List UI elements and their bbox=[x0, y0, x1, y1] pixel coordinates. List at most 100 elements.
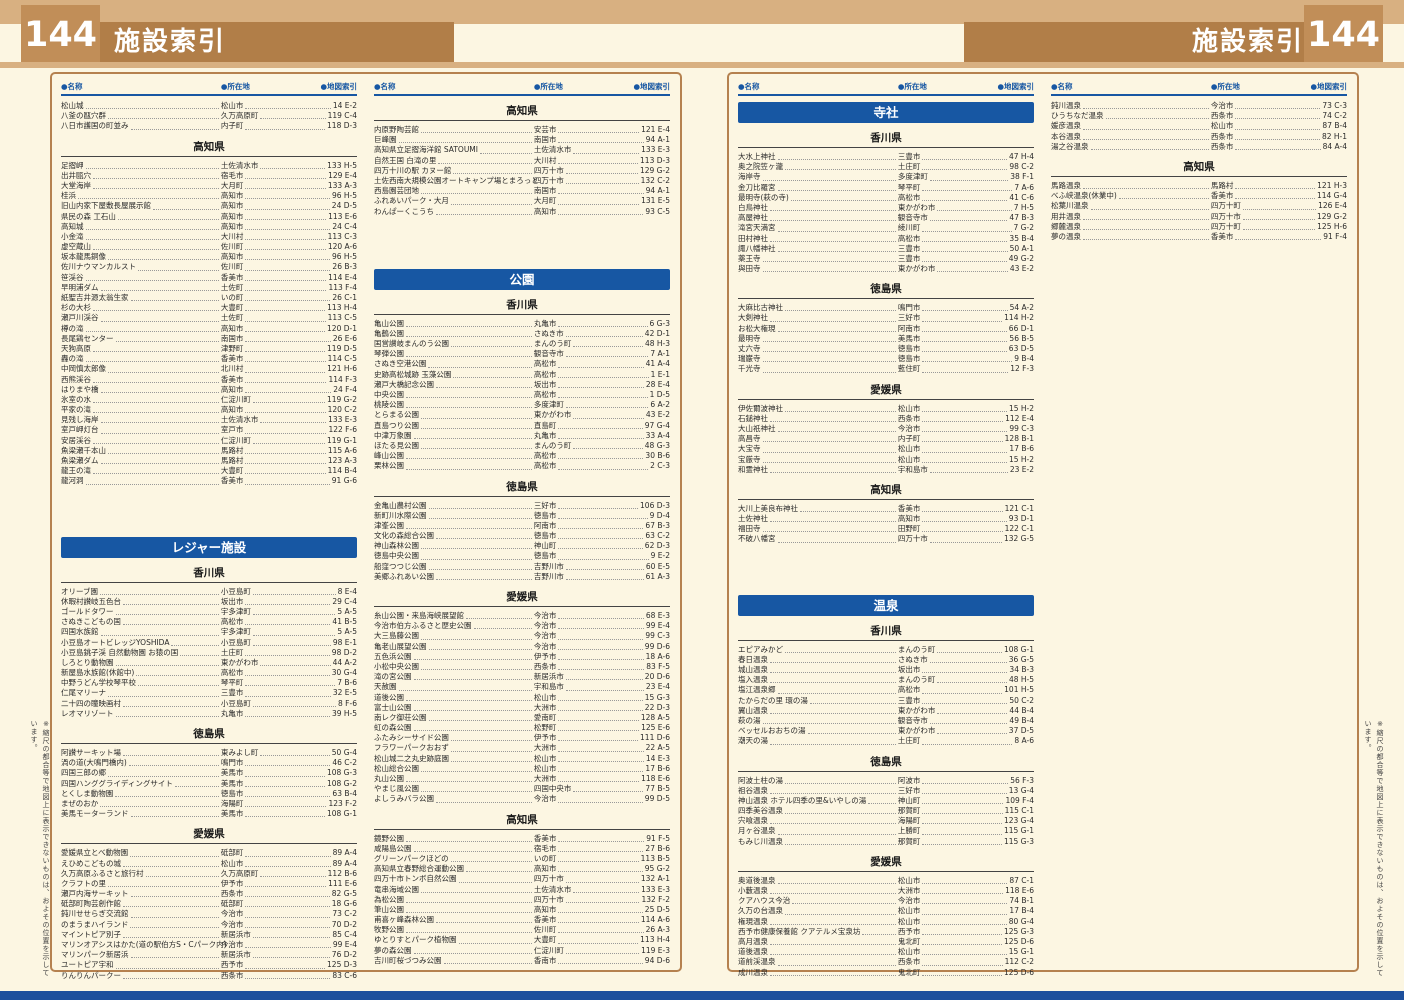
entry-location: 香美市 bbox=[897, 503, 921, 513]
dot-leader bbox=[762, 254, 896, 263]
dot-leader bbox=[100, 587, 219, 595]
dot-leader bbox=[565, 672, 643, 681]
entry-mapref: 50 C-2 bbox=[1009, 695, 1034, 705]
entry-name: 本谷温泉 bbox=[1051, 131, 1081, 141]
entry-name: 小豆島銚子渓 自然動物園 お猿の国 bbox=[61, 647, 179, 657]
dot-leader bbox=[777, 534, 896, 543]
entry-name: 四万十川の駅 カヌー館 bbox=[374, 165, 452, 175]
dot-leader bbox=[929, 172, 1009, 181]
dot-leader bbox=[929, 534, 1002, 543]
prefecture-header: 高知県 bbox=[374, 103, 670, 121]
entry-name: 自然王国 白滝の里 bbox=[374, 155, 437, 165]
dot-leader bbox=[406, 461, 532, 470]
entry-location: 香南市 bbox=[533, 955, 557, 965]
entry-name: 瀬戸大橋記念公園 bbox=[374, 379, 434, 389]
entry-mapref: 123 A-3 bbox=[327, 456, 357, 465]
entry-name: 松山城 bbox=[61, 101, 84, 110]
index-entry-row: 田村神社 高松市 35 B-4 bbox=[738, 234, 1034, 244]
entry-name: 船窪つつじ公園 bbox=[374, 561, 427, 571]
section-gap bbox=[738, 545, 1034, 589]
entry-mapref: 73 C-2 bbox=[332, 909, 357, 919]
dot-leader bbox=[245, 242, 326, 251]
index-entry-row: 笹渓谷 香美市 114 E-4 bbox=[61, 273, 357, 283]
dot-leader bbox=[100, 283, 219, 291]
entry-mapref: 84 A-4 bbox=[1322, 141, 1347, 151]
entry-mapref: 114 A-6 bbox=[640, 915, 670, 925]
index-entry-row: ゆとりすとパーク植物園 大豊町 113 H-4 bbox=[374, 935, 670, 945]
entry-mapref: 62 D-3 bbox=[644, 541, 670, 551]
dot-leader bbox=[565, 895, 640, 903]
entry-name: 竜串海域公園 bbox=[374, 884, 419, 894]
dot-leader bbox=[130, 889, 219, 898]
index-entry-row: 五色浜公園 伊予市 18 A-6 bbox=[374, 652, 670, 662]
entry-name: 桃陵公園 bbox=[374, 400, 404, 410]
index-entry-row: 国営讃岐まんのう公園 まんのう町 48 H-3 bbox=[374, 339, 670, 349]
entry-name: 史跡高松城跡 玉藻公園 bbox=[374, 369, 452, 379]
index-entry-row: 砥部町陶芸創作館 砥部町 18 G-6 bbox=[61, 899, 357, 909]
dot-leader bbox=[573, 784, 644, 793]
entry-location: 西条市 bbox=[1210, 111, 1234, 121]
dot-leader bbox=[762, 264, 896, 273]
entry-name: 魚梁瀬ダム bbox=[61, 456, 99, 465]
column-header-spacer bbox=[563, 82, 634, 92]
dot-leader bbox=[929, 655, 1007, 663]
entry-name: 金亀山農村公園 bbox=[374, 500, 427, 510]
dot-leader bbox=[108, 768, 219, 777]
entry-mapref: 73 C-3 bbox=[1322, 101, 1347, 110]
entry-name: 虹の森公園 bbox=[374, 723, 412, 733]
entry-location: 香美市 bbox=[1210, 191, 1234, 201]
entry-location: 坂出市 bbox=[897, 665, 921, 674]
dot-leader bbox=[245, 920, 330, 928]
dot-leader bbox=[922, 193, 1008, 201]
index-entry-row: 不破八幡宮 四万十市 132 G-5 bbox=[738, 534, 1034, 544]
dot-leader bbox=[922, 786, 1007, 794]
entry-location: 鬼北町 bbox=[897, 936, 921, 946]
entry-mapref: 113 B-5 bbox=[640, 853, 670, 863]
entry-mapref: 95 G-2 bbox=[644, 864, 670, 874]
entry-name: 城山温泉 bbox=[738, 665, 768, 674]
entry-name: 糸山公園・来島海峡展望館 bbox=[374, 611, 464, 620]
column-header-spacer bbox=[1240, 82, 1311, 92]
dot-leader bbox=[558, 935, 639, 944]
entry-mapref: 125 D-6 bbox=[1004, 936, 1034, 946]
entry-location: 南国市 bbox=[533, 186, 557, 196]
entry-location: さぬき市 bbox=[897, 654, 928, 664]
entry-mapref: 49 B-4 bbox=[1009, 715, 1034, 725]
dot-leader bbox=[100, 799, 219, 808]
dot-leader bbox=[770, 947, 896, 956]
entry-name: 西熊渓谷 bbox=[61, 374, 91, 384]
dot-leader bbox=[777, 183, 896, 191]
dot-leader bbox=[100, 456, 219, 465]
entry-location: 海陽町 bbox=[897, 816, 921, 826]
dot-leader bbox=[922, 906, 1008, 915]
entry-name: 栗林公園 bbox=[374, 461, 404, 471]
dot-leader bbox=[115, 960, 219, 969]
entry-name: 龍河洞 bbox=[61, 476, 84, 486]
dot-leader bbox=[245, 709, 330, 717]
entry-mapref: 68 E-3 bbox=[645, 611, 670, 620]
index-entry-row: クアハウス今治 今治市 74 B-1 bbox=[738, 896, 1034, 906]
entry-location: 丸亀市 bbox=[533, 430, 557, 440]
index-entry-row: 竜串海域公園 土佐清水市 133 E-3 bbox=[374, 885, 670, 895]
entry-location: 三好市 bbox=[897, 313, 921, 323]
page-number-right: 144 bbox=[1304, 5, 1383, 62]
entry-mapref: 101 H-5 bbox=[1004, 685, 1034, 695]
entry-location: 大豊町 bbox=[533, 935, 557, 945]
entry-location: 徳島市 bbox=[533, 510, 557, 520]
entry-name: 奥道後温泉 bbox=[738, 875, 776, 885]
dot-leader bbox=[245, 191, 330, 200]
entry-name: 松山総合公園 bbox=[374, 763, 419, 773]
entry-mapref: 30 B-6 bbox=[645, 451, 670, 461]
column-col4: ●名称 ●所在地 ●地図索引 鈍川温泉 今治市 73 C-3 ひうちなだ温泉 西条市 74 C-… bbox=[1051, 82, 1347, 242]
index-entry-row: 用井温泉 四万十市 129 G-2 bbox=[1051, 212, 1347, 222]
entry-location: 土佐町 bbox=[220, 313, 244, 323]
dot-leader bbox=[138, 678, 219, 687]
dot-leader bbox=[406, 895, 532, 903]
entry-mapref: 108 G-1 bbox=[1003, 644, 1034, 654]
column-header-location: ●所在地 bbox=[533, 82, 563, 91]
dot-leader bbox=[922, 796, 1004, 805]
index-entry-row: 金亀山農村公園 三好市 106 D-3 bbox=[374, 501, 670, 511]
entry-mapref: 24 C-4 bbox=[332, 221, 357, 231]
entry-mapref: 133 E-3 bbox=[328, 415, 357, 425]
entry-mapref: 115 G-3 bbox=[1003, 836, 1034, 846]
